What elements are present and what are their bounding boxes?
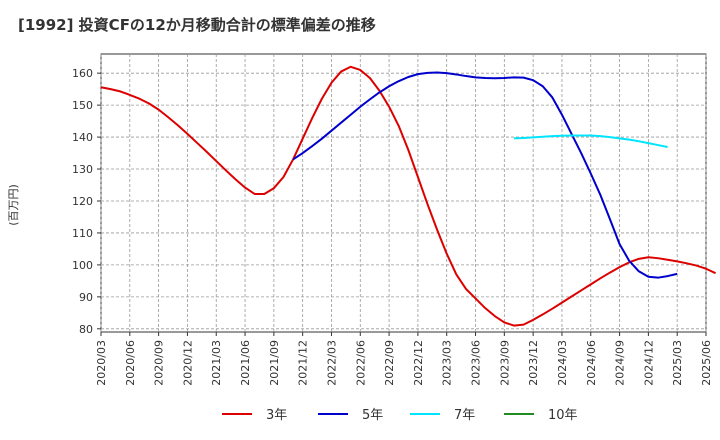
x-tick-label: 2020/06 — [124, 340, 137, 386]
y-axis-label: (百万円) — [7, 184, 20, 226]
series-line-7年 — [513, 134, 668, 148]
y-tick-label: 150 — [72, 99, 93, 112]
x-tick-label: 2023/09 — [498, 340, 511, 386]
x-tick-label: 2024/06 — [585, 340, 598, 386]
legend-item-7年: 7年 — [410, 408, 475, 423]
legend: 3年 5年 7年 10年 — [222, 408, 578, 423]
x-tick-label: 2020/09 — [153, 340, 166, 386]
x-tick-label: 2021/09 — [268, 340, 281, 386]
x-tick-label: 2022/09 — [383, 340, 396, 386]
y-tick-label: 100 — [72, 259, 93, 272]
series-line-3年 — [100, 65, 717, 327]
y-tick-label: 90 — [79, 291, 93, 304]
x-tick-label: 2021/12 — [297, 340, 310, 386]
legend-item-5年: 5年 — [318, 408, 383, 423]
y-tick-label: 120 — [72, 195, 93, 208]
x-tick-label: 2022/03 — [325, 340, 338, 386]
y-tick-label: 140 — [72, 131, 93, 144]
series-lines — [100, 65, 717, 327]
legend-label: 10年 — [548, 408, 578, 423]
x-tick-label: 2023/03 — [441, 340, 454, 386]
x-tick-label: 2022/06 — [354, 340, 367, 386]
x-tick-label: 2024/12 — [642, 340, 655, 386]
legend-label: 3年 — [266, 408, 287, 423]
y-tick-label: 110 — [72, 227, 93, 240]
plot-area — [100, 53, 717, 333]
x-gridlines — [100, 54, 707, 332]
x-tick-label: 2022/12 — [412, 340, 425, 386]
x-tick-label: 2023/12 — [527, 340, 540, 386]
x-tick-label: 2024/03 — [556, 340, 569, 386]
legend-item-3年: 3年 — [222, 408, 287, 423]
x-tick-label: 2023/06 — [470, 340, 483, 386]
x-tick-label: 2025/03 — [671, 340, 684, 386]
x-axis-ticks: 2020/03 2020/06 2020/09 2020/12 2021/03 2021/… — [95, 332, 713, 386]
chart-title: [1992] 投資CFの12か月移動合計の標準偏差の推移 — [18, 16, 376, 34]
x-tick-label: 2025/06 — [700, 340, 713, 386]
x-tick-label: 2021/03 — [210, 340, 223, 386]
x-tick-label: 2024/09 — [614, 340, 627, 386]
plot-frame — [100, 53, 707, 333]
y-tick-label: 80 — [79, 323, 93, 336]
y-tick-label: 130 — [72, 163, 93, 176]
y-axis-ticks: 80 90 100 110 120 130 140 150 160 — [72, 67, 101, 336]
series-line-5年 — [292, 71, 678, 279]
legend-label: 5年 — [362, 408, 383, 423]
legend-item-10年: 10年 — [504, 408, 578, 423]
y-tick-label: 160 — [72, 67, 93, 80]
x-tick-label: 2021/06 — [239, 340, 252, 386]
x-tick-label: 2020/03 — [95, 340, 108, 386]
legend-label: 7年 — [454, 408, 475, 423]
x-tick-label: 2020/12 — [181, 340, 194, 386]
